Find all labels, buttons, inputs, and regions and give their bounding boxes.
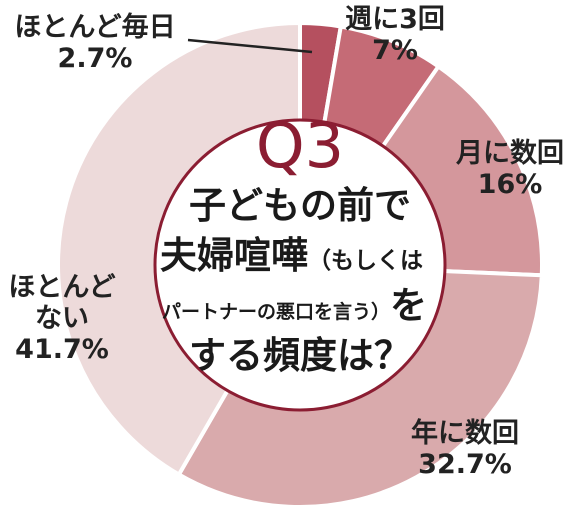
label-text: 年に数回 [411,418,519,449]
center-circle [153,118,447,412]
label-text: 41.7% [15,334,109,366]
slice-label: 週に3回 7% [330,4,460,66]
subtitle: 夫婦喧嘩（もしくは [160,234,423,277]
label-text: 2.7% [57,43,133,75]
slice-label: 月に数回 16% [440,138,580,200]
label-text: 32.7% [418,449,512,481]
chart-title: Q3 [256,109,344,182]
subtitle-part: を [390,284,427,327]
label-text: 月に数回 [456,138,564,169]
subtitle-part: パートナーの悪口を言う） [162,300,390,323]
label-text: 週に3回 [345,4,445,35]
slice-label: 年に数回 32.7% [385,418,545,480]
leader-line [187,38,313,54]
subtitle: する頻度は？ [189,334,411,377]
label-text: 7% [372,35,418,67]
slice-label: ほとんどない 41.7% [2,272,122,365]
label-text: ほとんどない [8,272,116,335]
subtitle-part: （もしくは [308,247,423,274]
subtitle-part: 夫婦喧嘩 [160,234,308,277]
label-text: ほとんど毎日 [14,12,176,43]
label-text: 16% [477,169,543,201]
subtitle: 子どもの前で [189,184,411,227]
subtitle: パートナーの悪口を言う）を [162,284,427,327]
slice-label: ほとんど毎日 2.7% [0,12,190,74]
